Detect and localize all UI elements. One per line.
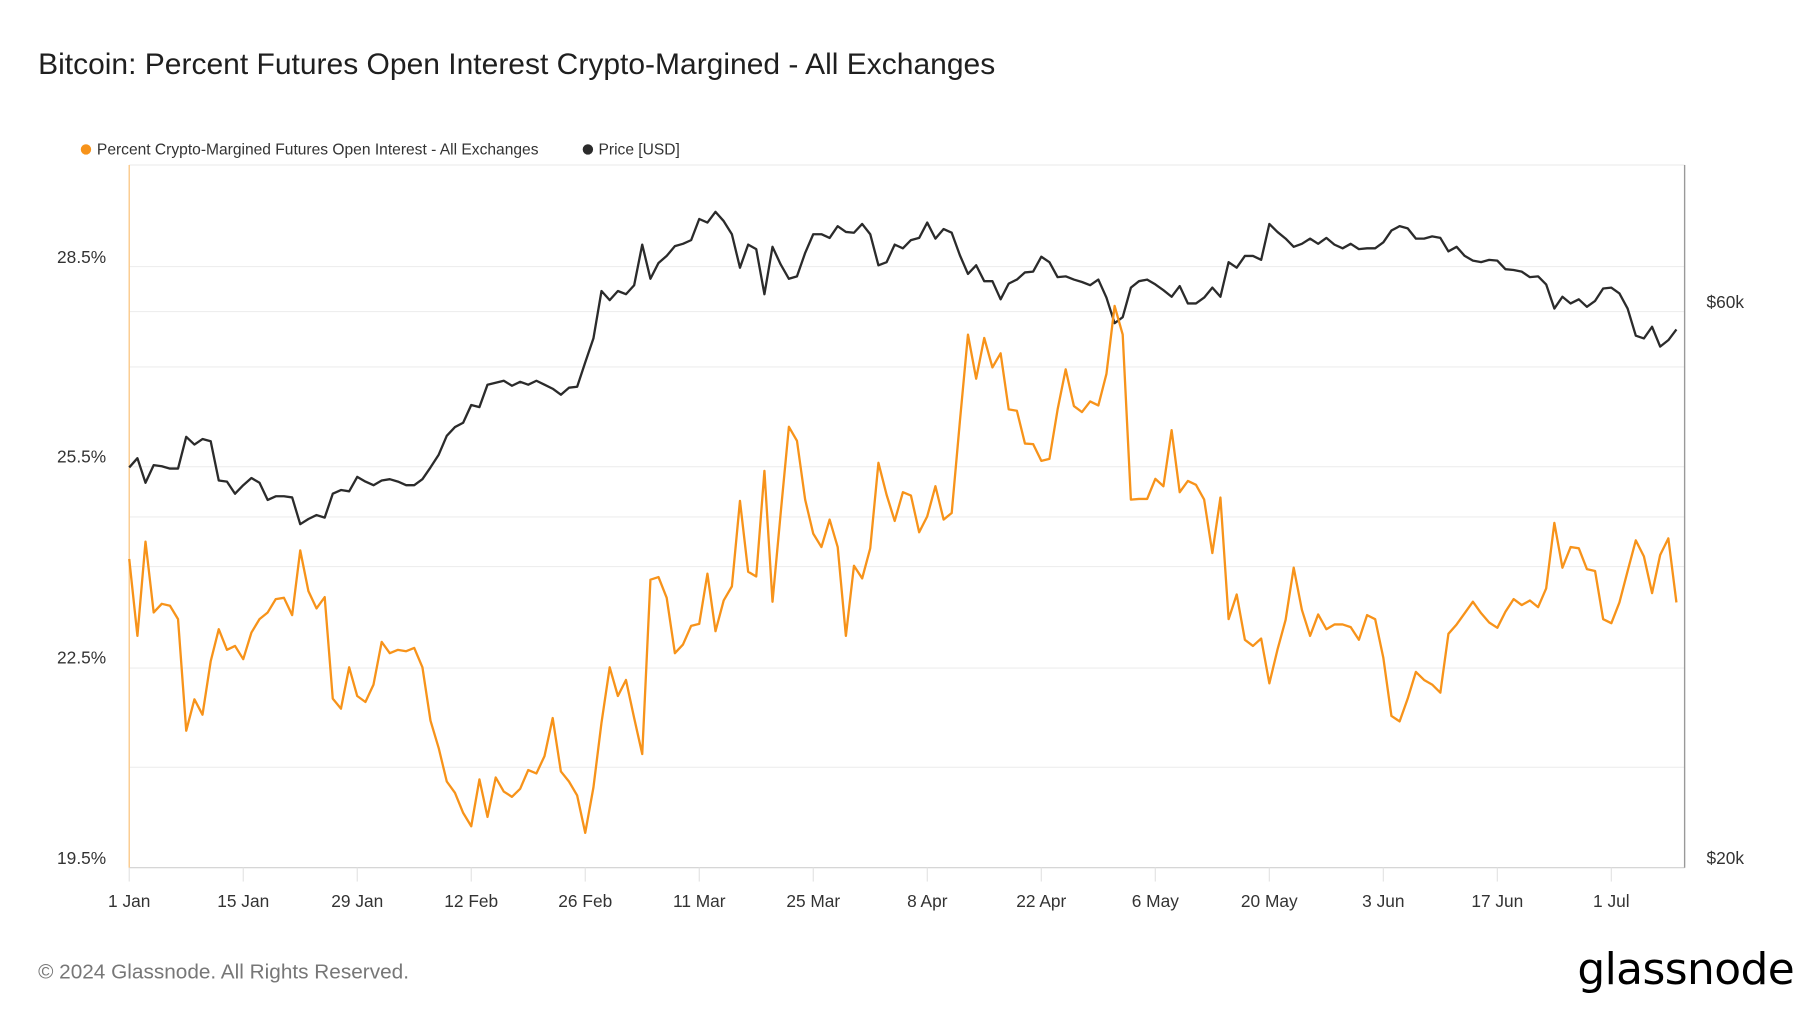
- glassnode-logo: glassnode: [1577, 943, 1795, 995]
- x-tick-label: 1 Jan: [108, 891, 151, 912]
- x-tick-label: 12 Feb: [444, 891, 499, 912]
- copyright-text: © 2024 Glassnode. All Rights Reserved.: [38, 960, 409, 984]
- y-right-tick-label: $60k: [1706, 293, 1745, 313]
- x-tick-label: 11 Mar: [672, 891, 726, 912]
- legend-label: Price [USD]: [598, 140, 680, 159]
- y-left-tick-label: 25.5%: [57, 447, 107, 468]
- x-tick-label: 3 Jun: [1362, 891, 1405, 912]
- legend-label: Percent Crypto-Margined Futures Open Int…: [96, 140, 539, 159]
- x-tick-label: 6 May: [1131, 891, 1179, 912]
- open-interest-series-line: [128, 304, 1678, 835]
- y-left-tick-label: 19.5%: [57, 849, 107, 869]
- x-tick-label: 17 Jun: [1471, 891, 1524, 912]
- y-right-tick-label: $20k: [1706, 849, 1745, 869]
- x-tick-label: 15 Jan: [217, 891, 270, 912]
- y-left-tick-label: 22.5%: [57, 648, 107, 669]
- legend-item-price[interactable]: Price [USD]: [582, 141, 680, 158]
- x-tick-label: 25 Mar: [786, 891, 841, 912]
- x-tick-label: 8 Apr: [907, 891, 948, 912]
- x-tick-label: 26 Feb: [558, 891, 613, 912]
- price-series-line: [128, 210, 1678, 526]
- x-tick-label: 22 Apr: [1016, 891, 1067, 912]
- legend-item-open-interest[interactable]: Percent Crypto-Margined Futures Open Int…: [80, 140, 539, 159]
- x-tick-label: 29 Jan: [331, 891, 384, 912]
- legend: Percent Crypto-Margined Futures Open Int…: [80, 140, 680, 159]
- black-dot-icon: [582, 144, 593, 155]
- x-tick-label: 1 Jul: [1593, 891, 1630, 912]
- orange-dot-icon: [80, 144, 92, 155]
- x-tick-label: 20 May: [1240, 891, 1298, 912]
- chart-title: Bitcoin: Percent Futures Open Interest C…: [38, 46, 996, 81]
- y-left-tick-label: 28.5%: [57, 248, 107, 268]
